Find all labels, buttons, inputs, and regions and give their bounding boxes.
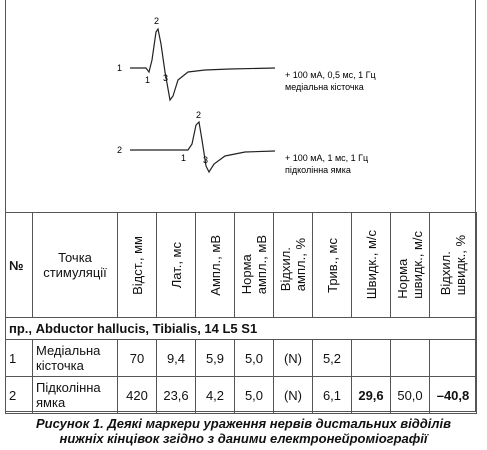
header-line: швидк., м/с [410,231,425,299]
header-line: стимуляції [43,265,107,280]
header-text: Відст., мм [130,236,145,295]
table-cell: (N) [273,339,313,377]
header-line: Норма [239,254,254,295]
table-cell: –40,8 [429,376,477,414]
trace-1 [130,27,276,102]
marker: 2 [196,110,201,120]
header-cell: Відхил. швидк., % [429,212,477,318]
marker: 3 [203,155,208,165]
table-cell: 6,1 [312,376,352,414]
header-text: Відхил. ампл., % [278,238,308,291]
header-cell: № [5,212,33,318]
table-cell: 50,0 [390,376,430,414]
table-row: 1 Медіальна кісточка 70 9,4 5,9 5,0 (N) 5,2 [5,339,477,377]
header-text: Норма швидк., м/с [395,231,425,299]
header-text: Ампл., мВ [208,235,223,296]
marker: 2 [154,16,159,26]
header-cell: Лат., мс [156,212,196,318]
table-body: пр., Abductor hallucis, Tibialis, 14 L5 … [5,317,477,414]
header-line: Відхил. [278,247,293,292]
header-line: швидк., % [453,234,468,296]
section-cell: пр., Abductor hallucis, Tibialis, 14 L5 … [5,317,477,340]
table-cell: 5,2 [312,339,352,377]
header-cell: Трив., мс [312,212,352,318]
header-line: Трив., мс [324,237,340,293]
table-cell: 1 [5,339,33,377]
table: № Точка стимуляції Відст., мм Лат., мс Ампл.,… [5,212,477,414]
trace-2 [130,120,276,174]
header-line: Норма [395,258,410,299]
site: медіальна кісточка [285,82,364,92]
header-line: ампл., % [293,238,308,292]
header-cell: Швидк., м/с [351,212,391,318]
trace-label: 1 [117,63,122,73]
table-cell: 5,0 [234,339,274,377]
stimulus: + 100 мА, 1 мс, 1 Гц [285,153,368,163]
table-cell: 23,6 [156,376,196,414]
header-text: Точка стимуляції [36,250,114,280]
table-cell: 70 [117,339,157,377]
header-cell: Норма ампл., мВ [234,212,274,318]
caption-line: нижніх кінцівок згідно з даними електрон… [59,431,428,446]
header-row: № Точка стимуляції Відст., мм Лат., мс Ампл.,… [5,212,477,318]
marker: 1 [181,153,186,163]
table-cell [429,339,477,377]
header-cell: Відхил. ампл., % [273,212,313,318]
table-cell: (N) [273,376,313,414]
traces: 1 1 2 3 + 100 мА, 0,5 мс, 1 Гц медіальна… [117,16,376,175]
section-row: пр., Abductor hallucis, Tibialis, 14 L5 … [5,317,477,340]
header-cell: Норма швидк., м/с [390,212,430,318]
site: підколінна ямка [285,165,351,175]
stimulus: + 100 мА, 0,5 мс, 1 Гц [285,70,376,80]
header-cell: Точка стимуляції [32,212,118,318]
header-text: Лат., мс [169,242,184,288]
header-line: Ампл., мВ [207,234,223,296]
header-line: Відст., мм [129,235,145,295]
trace-label: 2 [117,145,122,155]
caption-line: Рисунок 1. Деякі маркери ураження нервів… [36,416,451,431]
table-cell: 420 [117,376,157,414]
header-line: Лат., мс [168,241,184,289]
table-cell: 2 [5,376,33,414]
header-line: № [9,257,24,273]
header-text: Відхил. швидк., % [438,235,468,295]
table-cell: 5,0 [234,376,274,414]
header-text: № [9,258,29,273]
marker: 3 [163,73,168,83]
table-cell [390,339,430,377]
marker: 1 [145,75,150,85]
header-text: Норма ампл., мВ [239,235,269,294]
header-text: Трив., мс [325,238,340,293]
header-line: Відхил. [438,251,453,296]
header-text: Швидк., м/с [364,230,379,299]
table-row: 2 Підколінна ямка 420 23,6 4,2 5,0 (N) 6,1 29,6 5… [5,376,477,414]
table-cell: 5,9 [195,339,235,377]
table-cell: Медіальна кісточка [32,339,118,377]
table-cell: Підколінна ямка [32,376,118,414]
header-line: Точка [58,250,92,265]
header-cell: Відст., мм [117,212,157,318]
table-cell: 29,6 [351,376,391,414]
header-line: Швидк., м/с [363,230,379,300]
caption: Рисунок 1. Деякі маркери ураження нервів… [0,416,487,446]
table-cell: 9,4 [156,339,196,377]
table-cell [351,339,391,377]
table-cell: 4,2 [195,376,235,414]
header-cell: Ампл., мВ [195,212,235,318]
header-line: ампл., мВ [254,235,269,295]
